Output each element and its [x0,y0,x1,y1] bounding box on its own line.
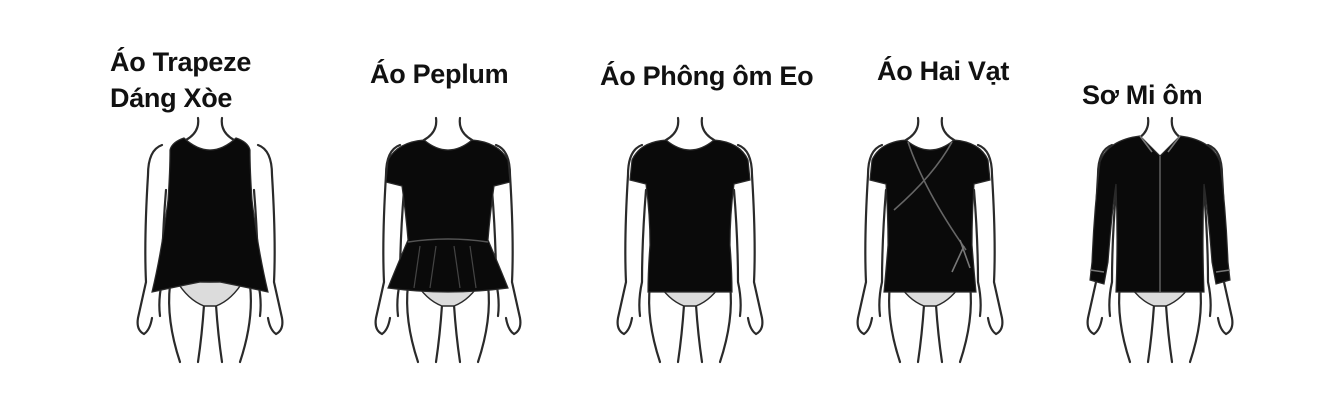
label-line: Áo Trapeze [110,47,252,77]
wrap-top-figure-icon [856,116,1004,364]
label-wrap-top: Áo Hai Vạt [877,53,1009,89]
label-fitted-tshirt: Áo Phông ôm Eo [600,58,814,94]
fitted-shirt-figure-icon [1086,116,1234,364]
peplum-top-figure-icon [374,116,522,364]
label-line: Áo Phông ôm Eo [600,61,814,91]
label-line: Áo Hai Vạt [877,56,1010,86]
fitted-tshirt-figure-icon [616,116,764,364]
label-line: Sơ Mi ôm [1082,80,1203,110]
label-peplum: Áo Peplum [370,56,509,92]
label-trapeze: Áo Trapeze Dáng Xòe [110,44,251,116]
label-fitted-shirt: Sơ Mi ôm [1082,77,1203,113]
label-line: Dáng Xòe [110,83,233,113]
label-line: Áo Peplum [370,59,509,89]
trapeze-top-figure-icon [136,116,284,364]
